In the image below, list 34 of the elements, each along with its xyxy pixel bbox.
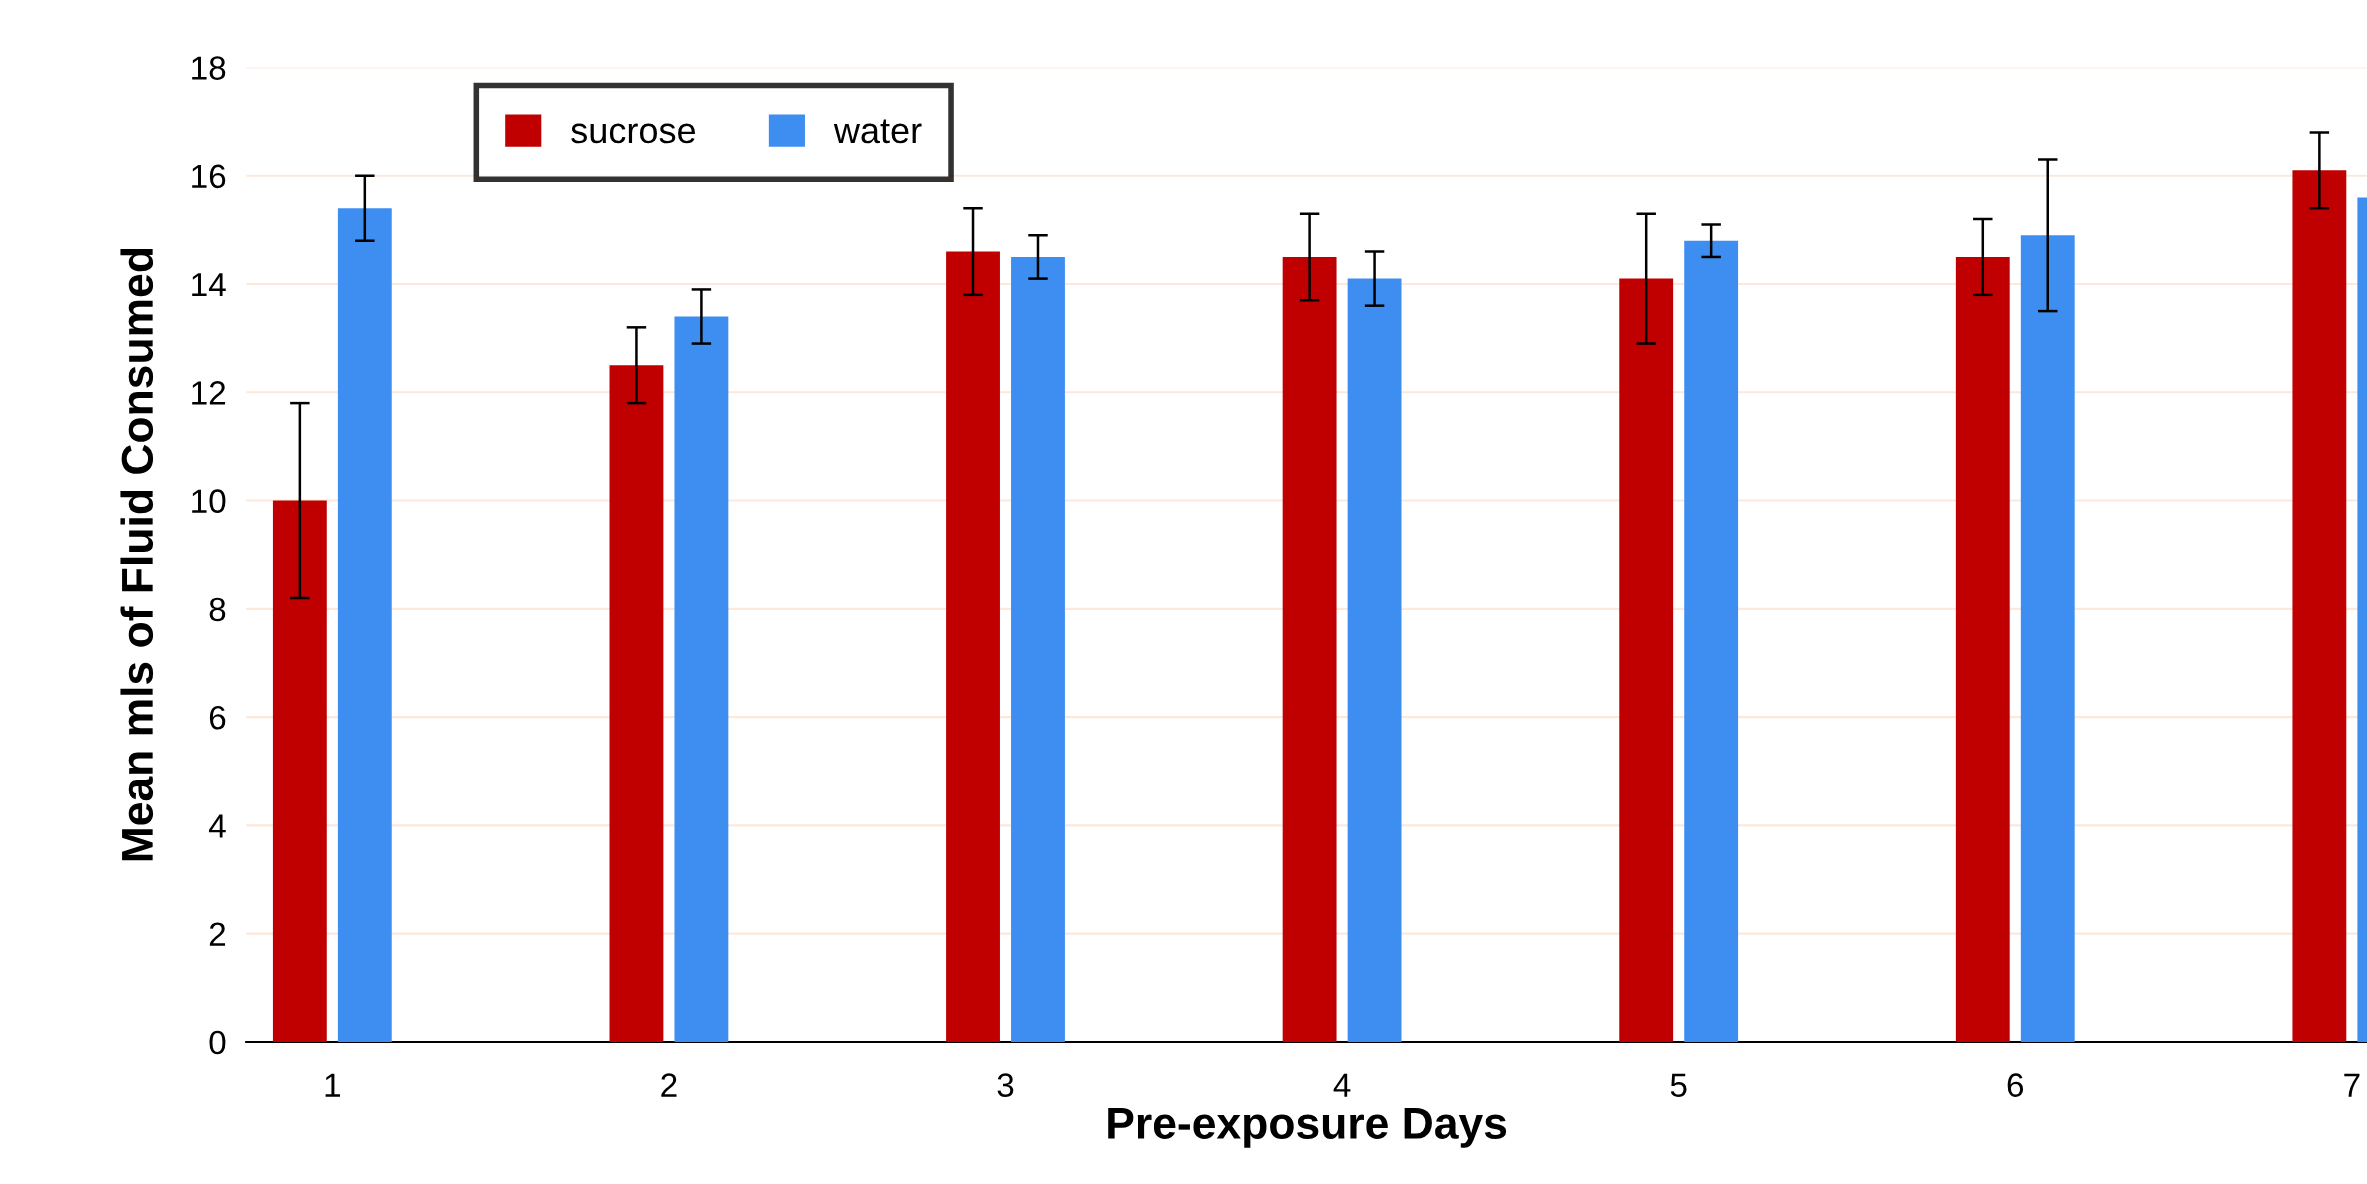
x-tick-label: 6 (2007, 1073, 2024, 1097)
x-tick-label: 7 (2344, 1073, 2360, 1097)
bar (337, 208, 392, 1042)
y-tick-label: 14 (192, 273, 226, 297)
y-tick-label: 12 (192, 381, 226, 405)
bar (1619, 278, 1674, 1042)
bar (946, 251, 1000, 1042)
x-tick-label: 4 (1333, 1073, 1351, 1097)
bar (674, 316, 729, 1042)
legend-label: sucrose (571, 123, 696, 144)
y-tick-label: 16 (192, 164, 226, 189)
x-tick-label: 2 (661, 1073, 677, 1097)
bar (2292, 170, 2347, 1042)
bar (1011, 256, 1065, 1042)
bar (1347, 278, 1402, 1042)
bar (1955, 256, 2010, 1042)
y-tick-label: 18 (192, 56, 226, 80)
y-tick-label: 2 (209, 922, 226, 946)
bar (1282, 256, 1337, 1042)
y-tick-label: 10 (192, 489, 226, 513)
bar (1684, 240, 1739, 1042)
y-tick-label: 4 (208, 814, 226, 838)
y-tick-label: 8 (209, 597, 226, 622)
legend-label: water (833, 119, 922, 144)
y-tick-label: 6 (209, 705, 226, 730)
x-tick-label: 1 (325, 1073, 340, 1097)
bar (2020, 235, 2075, 1042)
x-tick-label: 5 (1670, 1073, 1687, 1097)
x-tick-label: 3 (997, 1073, 1014, 1097)
y-tick-label: 0 (209, 1030, 226, 1055)
y-axis-title: Mean mls of Fluid Consumed (120, 248, 154, 861)
bar (272, 500, 327, 1042)
x-axis-title: Pre-exposure Days (1108, 1107, 1507, 1148)
bar (609, 365, 664, 1042)
